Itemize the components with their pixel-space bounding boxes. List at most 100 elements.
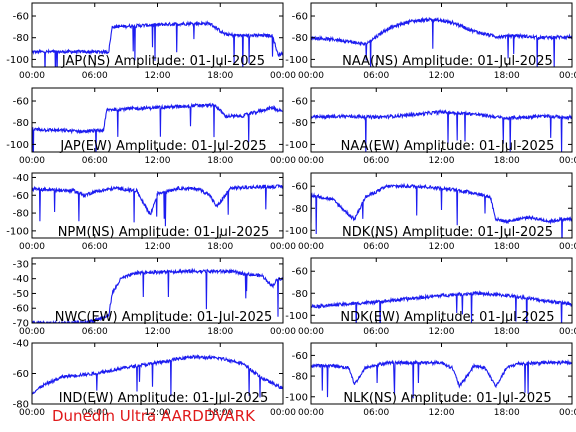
x-tick-label: 00:00 xyxy=(298,156,324,166)
panel-title: NDK(EW) Amplitude: 01-Jul-2025 xyxy=(340,310,554,325)
amplitude-trace xyxy=(32,267,283,323)
y-tick-label: -60 xyxy=(13,97,29,108)
y-tick-label: -60 xyxy=(292,12,308,23)
chart-panel-8: -100 -80 -60 00:00 06:00 12:00 18:00 00:00 NDK(E… xyxy=(285,257,576,337)
x-tick-label: 12:00 xyxy=(429,408,455,418)
y-tick-label: -60 xyxy=(13,304,29,315)
y-tick-label: -80 xyxy=(292,372,308,383)
amplitude-trace xyxy=(311,182,572,238)
x-tick-label: 06:00 xyxy=(363,156,389,166)
x-tick-label: 06:00 xyxy=(82,156,108,166)
x-tick-label: 18:00 xyxy=(494,408,520,418)
y-tick-label: -100 xyxy=(6,55,29,66)
panel-title: NLK(NS) Amplitude: 01-Jul-2025 xyxy=(343,391,551,406)
x-tick-label: 06:00 xyxy=(82,71,108,81)
y-tick-label: -100 xyxy=(285,226,308,237)
x-tick-label: 12:00 xyxy=(429,156,455,166)
x-tick-label: 00:00 xyxy=(19,156,45,166)
x-tick-label: 00:00 xyxy=(19,327,45,337)
y-tick-label: -80 xyxy=(292,33,308,44)
x-tick-label: 00:00 xyxy=(19,242,45,252)
y-tick-label: -100 xyxy=(285,140,308,151)
chart-panel-3: -100 -80 -60 00:00 06:00 12:00 18:00 00:00 JAP(E… xyxy=(6,87,296,166)
x-tick-label: 00:00 xyxy=(559,156,576,166)
y-tick-label: -100 xyxy=(285,55,308,66)
x-tick-label: 12:00 xyxy=(145,71,171,81)
amplitude-trace xyxy=(311,16,572,67)
x-tick-label: 00:00 xyxy=(298,408,324,418)
x-tick-label: 00:00 xyxy=(270,408,296,418)
x-tick-label: 06:00 xyxy=(82,408,108,418)
y-tick-label: -80 xyxy=(13,209,29,220)
x-tick-label: 00:00 xyxy=(270,156,296,166)
y-tick-label: -80 xyxy=(13,400,29,411)
x-tick-label: 06:00 xyxy=(363,71,389,81)
panel-title: JAP(NS) Amplitude: 01-Jul-2025 xyxy=(61,54,265,69)
chart-panel-1: -100 -80 -60 00:00 06:00 12:00 18:00 00:00 JAP(N… xyxy=(6,2,296,81)
panel-title: NAA(EW) Amplitude: 01-Jul-2025 xyxy=(341,139,555,154)
amplitude-trace xyxy=(311,108,572,152)
x-tick-label: 00:00 xyxy=(559,71,576,81)
panel-title: NWC(EW) Amplitude: 01-Jul-2025 xyxy=(55,310,273,325)
x-tick-label: 12:00 xyxy=(429,242,455,252)
x-tick-label: 18:00 xyxy=(207,327,233,337)
y-tick-label: -100 xyxy=(6,140,29,151)
amplitude-trace xyxy=(32,184,283,227)
y-tick-label: -30 xyxy=(13,259,29,270)
x-tick-label: 18:00 xyxy=(494,327,520,337)
y-tick-label: -80 xyxy=(292,289,308,300)
y-tick-label: -80 xyxy=(292,204,308,215)
amplitude-trace xyxy=(311,359,572,399)
x-tick-label: 12:00 xyxy=(429,71,455,81)
y-tick-label: -80 xyxy=(13,118,29,129)
y-tick-label: -50 xyxy=(13,289,29,300)
y-tick-label: -40 xyxy=(13,339,29,350)
x-tick-label: 06:00 xyxy=(363,327,389,337)
x-tick-label: 18:00 xyxy=(494,156,520,166)
y-tick-label: -60 xyxy=(13,12,29,23)
chart-panel-2: -100 -80 -60 00:00 06:00 12:00 18:00 00:00 NAA(N… xyxy=(285,2,576,81)
y-tick-label: -80 xyxy=(292,118,308,129)
y-tick-label: -80 xyxy=(13,33,29,44)
chart-panel-4: -100 -80 -60 00:00 06:00 12:00 18:00 00:00 NAA(E… xyxy=(285,87,576,166)
x-tick-label: 12:00 xyxy=(145,156,171,166)
chart-panel-10: -100 -80 -60 00:00 06:00 12:00 18:00 00:00 NLK(N… xyxy=(285,342,576,418)
x-tick-label: 18:00 xyxy=(207,156,233,166)
amplitude-trace xyxy=(32,102,283,152)
x-tick-label: 00:00 xyxy=(298,242,324,252)
y-tick-label: -70 xyxy=(13,319,29,330)
x-tick-label: 06:00 xyxy=(363,408,389,418)
chart-panel-6: -100 -80 -60 00:00 06:00 12:00 18:00 00:00 NDK(N… xyxy=(285,172,576,252)
amplitude-trace xyxy=(311,290,572,323)
panel-title: NPM(NS) Amplitude: 01-Jul-2025 xyxy=(58,225,270,240)
x-tick-label: 06:00 xyxy=(82,242,108,252)
y-tick-label: -60 xyxy=(292,182,308,193)
y-tick-label: -100 xyxy=(285,392,308,403)
x-tick-label: 00:00 xyxy=(19,408,45,418)
x-tick-label: 18:00 xyxy=(494,71,520,81)
x-tick-label: 18:00 xyxy=(494,242,520,252)
panel-title: JAP(EW) Amplitude: 01-Jul-2025 xyxy=(59,139,266,154)
panel-title: NAA(NS) Amplitude: 01-Jul-2025 xyxy=(342,54,553,69)
x-tick-label: 18:00 xyxy=(207,71,233,81)
y-tick-label: -40 xyxy=(13,173,29,184)
y-tick-label: -100 xyxy=(6,226,29,237)
footer-credit: Dunedin Ultra AARDDVARK xyxy=(52,407,255,425)
x-tick-label: 00:00 xyxy=(298,71,324,81)
x-tick-label: 00:00 xyxy=(559,327,576,337)
x-tick-label: 12:00 xyxy=(145,242,171,252)
x-tick-label: 12:00 xyxy=(145,327,171,337)
x-tick-label: 18:00 xyxy=(207,408,233,418)
amplitude-trace xyxy=(32,20,283,67)
x-tick-label: 18:00 xyxy=(207,242,233,252)
x-tick-label: 00:00 xyxy=(298,327,324,337)
x-tick-label: 00:00 xyxy=(270,242,296,252)
x-tick-label: 00:00 xyxy=(270,327,296,337)
x-tick-label: 06:00 xyxy=(363,242,389,252)
x-tick-label: 00:00 xyxy=(559,242,576,252)
y-tick-label: -60 xyxy=(292,351,308,362)
chart-panel-7: -70 -60 -50 -40 -30 00:00 06:00 12:00 18:00 00:00… xyxy=(13,257,296,337)
